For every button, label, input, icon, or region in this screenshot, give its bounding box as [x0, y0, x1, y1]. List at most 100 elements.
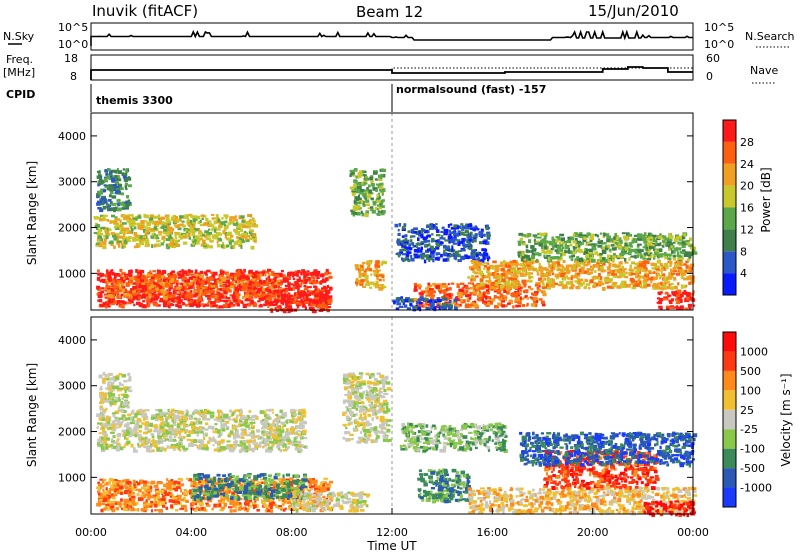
scatter-cell [571, 254, 575, 257]
scatter-cell [123, 277, 127, 280]
scatter-cell [307, 299, 311, 302]
scatter-cell [252, 276, 257, 279]
scatter-cell [229, 303, 234, 308]
scatter-cell [325, 269, 329, 273]
scatter-cell [195, 228, 199, 232]
scatter-cell [475, 234, 478, 239]
scatter-cell [450, 282, 455, 285]
scatter-cell [535, 258, 539, 262]
scatter-cell [528, 272, 533, 275]
scatter-cell [99, 279, 102, 283]
scatter-cell [636, 244, 640, 248]
scatter-cell [183, 293, 186, 296]
scatter-cell [417, 249, 423, 253]
scatter-cell [108, 228, 112, 232]
scatter-cell [194, 292, 198, 297]
scatter-cell [116, 188, 121, 192]
scatter-cell [183, 241, 188, 245]
scatter-cell [168, 480, 172, 484]
scatter-cell [267, 288, 272, 293]
scatter-cell [467, 276, 471, 279]
scatter-cell [680, 275, 684, 280]
scatter-cell [643, 235, 646, 238]
scatter-cell [274, 307, 277, 311]
scatter-cell [137, 237, 141, 241]
scatter-cell [525, 244, 529, 249]
scatter-cell [197, 220, 200, 225]
scatter-cell [250, 286, 254, 290]
scatter-cell [97, 299, 101, 302]
scatter-cell [554, 249, 559, 253]
scatter-cell [362, 203, 366, 207]
scatter-cell [636, 233, 640, 236]
scatter-cell [466, 297, 469, 301]
scatter-cell [312, 300, 316, 304]
scatter-cell [547, 276, 550, 280]
scatter-cell [142, 285, 147, 289]
scatter-cell [167, 228, 170, 232]
scatter-cell [547, 286, 552, 290]
scatter-cell [528, 279, 533, 283]
scatter-cell [355, 190, 359, 194]
scatter-cell [373, 171, 378, 175]
scatter-cell [241, 223, 246, 226]
scatter-cell [488, 264, 494, 267]
scatter-cell [104, 293, 108, 296]
scatter-cell [461, 228, 465, 232]
nave-tick-bottom: 0 [706, 70, 713, 83]
scatter-cell [599, 253, 603, 256]
scatter-cell [240, 300, 244, 304]
scatter-cell [404, 237, 408, 241]
scatter-cell [145, 291, 150, 294]
scatter-cell [181, 301, 185, 304]
scatter-cell [507, 302, 511, 305]
scatter-cell [97, 294, 103, 298]
scatter-cell [189, 229, 193, 233]
scatter-cell [503, 259, 506, 262]
scatter-cell [604, 245, 609, 249]
scatter-cell [669, 242, 674, 247]
scatter-cell [476, 266, 481, 270]
scatter-cell [642, 264, 647, 268]
scatter-cell [170, 271, 173, 276]
scatter-cell [108, 177, 113, 181]
scatter-cell [481, 292, 486, 295]
colorbar-segment [723, 273, 736, 295]
scatter-cell [575, 263, 579, 267]
scatter-cell [120, 277, 125, 281]
scatter-cell [182, 233, 186, 237]
scatter-cell [113, 483, 118, 487]
scatter-cell [183, 294, 188, 299]
scatter-cell [579, 250, 584, 254]
scatter-cell [654, 237, 658, 240]
scatter-cell [487, 296, 491, 300]
scatter-cell [593, 277, 596, 280]
scatter-cell [590, 271, 593, 274]
scatter-cell [125, 203, 130, 207]
scatter-cell [200, 214, 205, 217]
scatter-cell [357, 280, 362, 283]
scatter-cell [479, 284, 484, 287]
scatter-cell [574, 258, 577, 261]
scatter-cell [213, 503, 219, 508]
scatter-cell [207, 300, 212, 304]
scatter-cell [557, 284, 563, 287]
scatter-cell [378, 286, 384, 291]
scatter-cell [133, 231, 138, 236]
scatter-cell [591, 265, 594, 268]
scatter-cell [669, 268, 673, 272]
scatter-cell [166, 277, 170, 280]
scatter-cell [114, 282, 119, 285]
scatter-cell [559, 253, 563, 257]
scatter-cell [565, 275, 569, 279]
scatter-cell [249, 219, 254, 222]
scatter-cell [667, 294, 672, 297]
scatter-cell [187, 283, 190, 288]
scatter-cell [382, 279, 385, 282]
scatter-cell [301, 488, 305, 492]
scatter-cell [672, 257, 676, 261]
scatter-cell [216, 232, 222, 236]
scatter-cell [252, 279, 255, 282]
scatter-cell [112, 277, 116, 281]
scatter-cell [540, 280, 544, 283]
